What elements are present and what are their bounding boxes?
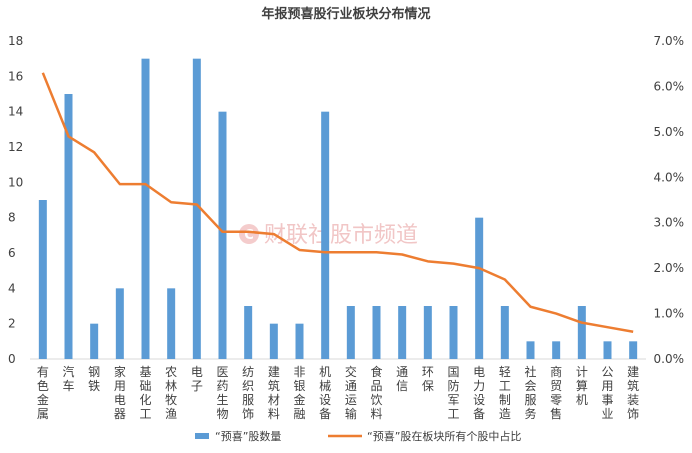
left-axis: 0 2 4 6 8 10 12 14 16 18 xyxy=(8,34,646,366)
category-label: 轻工制造 xyxy=(499,365,511,421)
category-label: 交通运输 xyxy=(345,364,357,421)
legend-bar-swatch xyxy=(195,433,209,439)
bar-series xyxy=(38,58,638,360)
watermark-logo-letter: C xyxy=(244,228,254,243)
legend-bar-label: “预喜”股数量 xyxy=(215,430,281,443)
category-label: 建筑装饰 xyxy=(627,365,639,421)
bar xyxy=(398,306,407,359)
right-tick-label: 5.0% xyxy=(654,125,685,139)
legend-line-label: “预喜”股在板块所有个股中占比 xyxy=(367,429,521,443)
left-tick-label: 10 xyxy=(8,175,23,189)
bar xyxy=(141,58,150,360)
category-label: 家用电器 xyxy=(114,364,126,421)
category-label: 国防军工 xyxy=(447,365,459,421)
legend: “预喜”股数量 “预喜”股在板块所有个股中占比 xyxy=(195,429,521,443)
category-label: 环保 xyxy=(422,365,434,393)
category-label: 通信 xyxy=(396,365,408,393)
left-tick-label: 2 xyxy=(8,317,16,331)
category-label: 电力设备 xyxy=(473,365,485,421)
right-tick-label: 1.0% xyxy=(654,307,685,321)
right-tick-label: 3.0% xyxy=(654,216,685,230)
bar xyxy=(475,217,484,359)
bar xyxy=(90,323,99,359)
right-tick-label: 4.0% xyxy=(654,170,685,184)
left-tick-label: 18 xyxy=(8,34,23,48)
bar xyxy=(167,288,176,359)
right-axis: 0.0% 1.0% 2.0% 3.0% 4.0% 5.0% 6.0% 7.0% xyxy=(654,34,685,366)
category-label: 食品饮料 xyxy=(370,364,382,421)
bar xyxy=(269,323,278,359)
bar xyxy=(244,306,253,359)
category-label: 计算机 xyxy=(576,365,588,407)
category-label: 建筑材料 xyxy=(268,365,280,421)
bar xyxy=(603,341,612,359)
bar xyxy=(218,111,227,360)
bar xyxy=(423,306,432,359)
left-tick-label: 0 xyxy=(8,352,16,366)
watermark-text: 财联社股市频道 xyxy=(264,223,418,248)
category-label: 社会服务 xyxy=(524,364,536,421)
category-label: 汽车 xyxy=(62,364,74,393)
category-label: 农林牧渔 xyxy=(165,365,177,421)
bar xyxy=(115,288,124,359)
watermark-logo-icon xyxy=(239,224,259,244)
bar xyxy=(577,306,586,359)
left-tick-label: 4 xyxy=(8,281,16,295)
category-label: 基础化工 xyxy=(139,365,151,421)
category-label: 公用事业 xyxy=(601,365,613,421)
left-tick-label: 6 xyxy=(8,246,16,260)
category-label: 医药生物 xyxy=(216,365,228,421)
category-label: 商贸零售 xyxy=(550,364,562,421)
left-tick-label: 12 xyxy=(8,140,23,154)
chart-title: 年报预喜股行业板块分布情况 xyxy=(261,6,430,22)
left-tick-label: 14 xyxy=(8,105,23,119)
category-label: 有色金属 xyxy=(37,365,49,421)
bar xyxy=(552,341,561,359)
bar xyxy=(526,341,535,359)
bar xyxy=(372,306,381,359)
bar xyxy=(64,94,73,359)
category-label: 机械设备 xyxy=(319,365,331,421)
right-tick-label: 7.0% xyxy=(654,34,685,48)
watermark: C 财联社股市频道 xyxy=(239,223,418,248)
bar xyxy=(346,306,355,359)
bar xyxy=(449,306,458,359)
series-line xyxy=(41,72,634,333)
left-tick-label: 8 xyxy=(8,211,16,225)
bar xyxy=(192,58,201,360)
bar xyxy=(629,341,638,359)
bar xyxy=(295,323,304,359)
category-label: 电子 xyxy=(191,365,203,393)
line-series xyxy=(41,72,634,333)
bar xyxy=(500,306,509,359)
right-tick-label: 6.0% xyxy=(654,79,685,93)
category-label: 非银金融 xyxy=(293,365,305,421)
left-tick-label: 16 xyxy=(8,69,23,83)
right-tick-label: 2.0% xyxy=(654,261,685,275)
right-tick-label: 0.0% xyxy=(654,352,685,366)
category-label: 钢铁 xyxy=(88,365,100,393)
bar xyxy=(321,111,330,360)
bar xyxy=(38,200,47,359)
category-label: 纺织服饰 xyxy=(242,365,254,421)
